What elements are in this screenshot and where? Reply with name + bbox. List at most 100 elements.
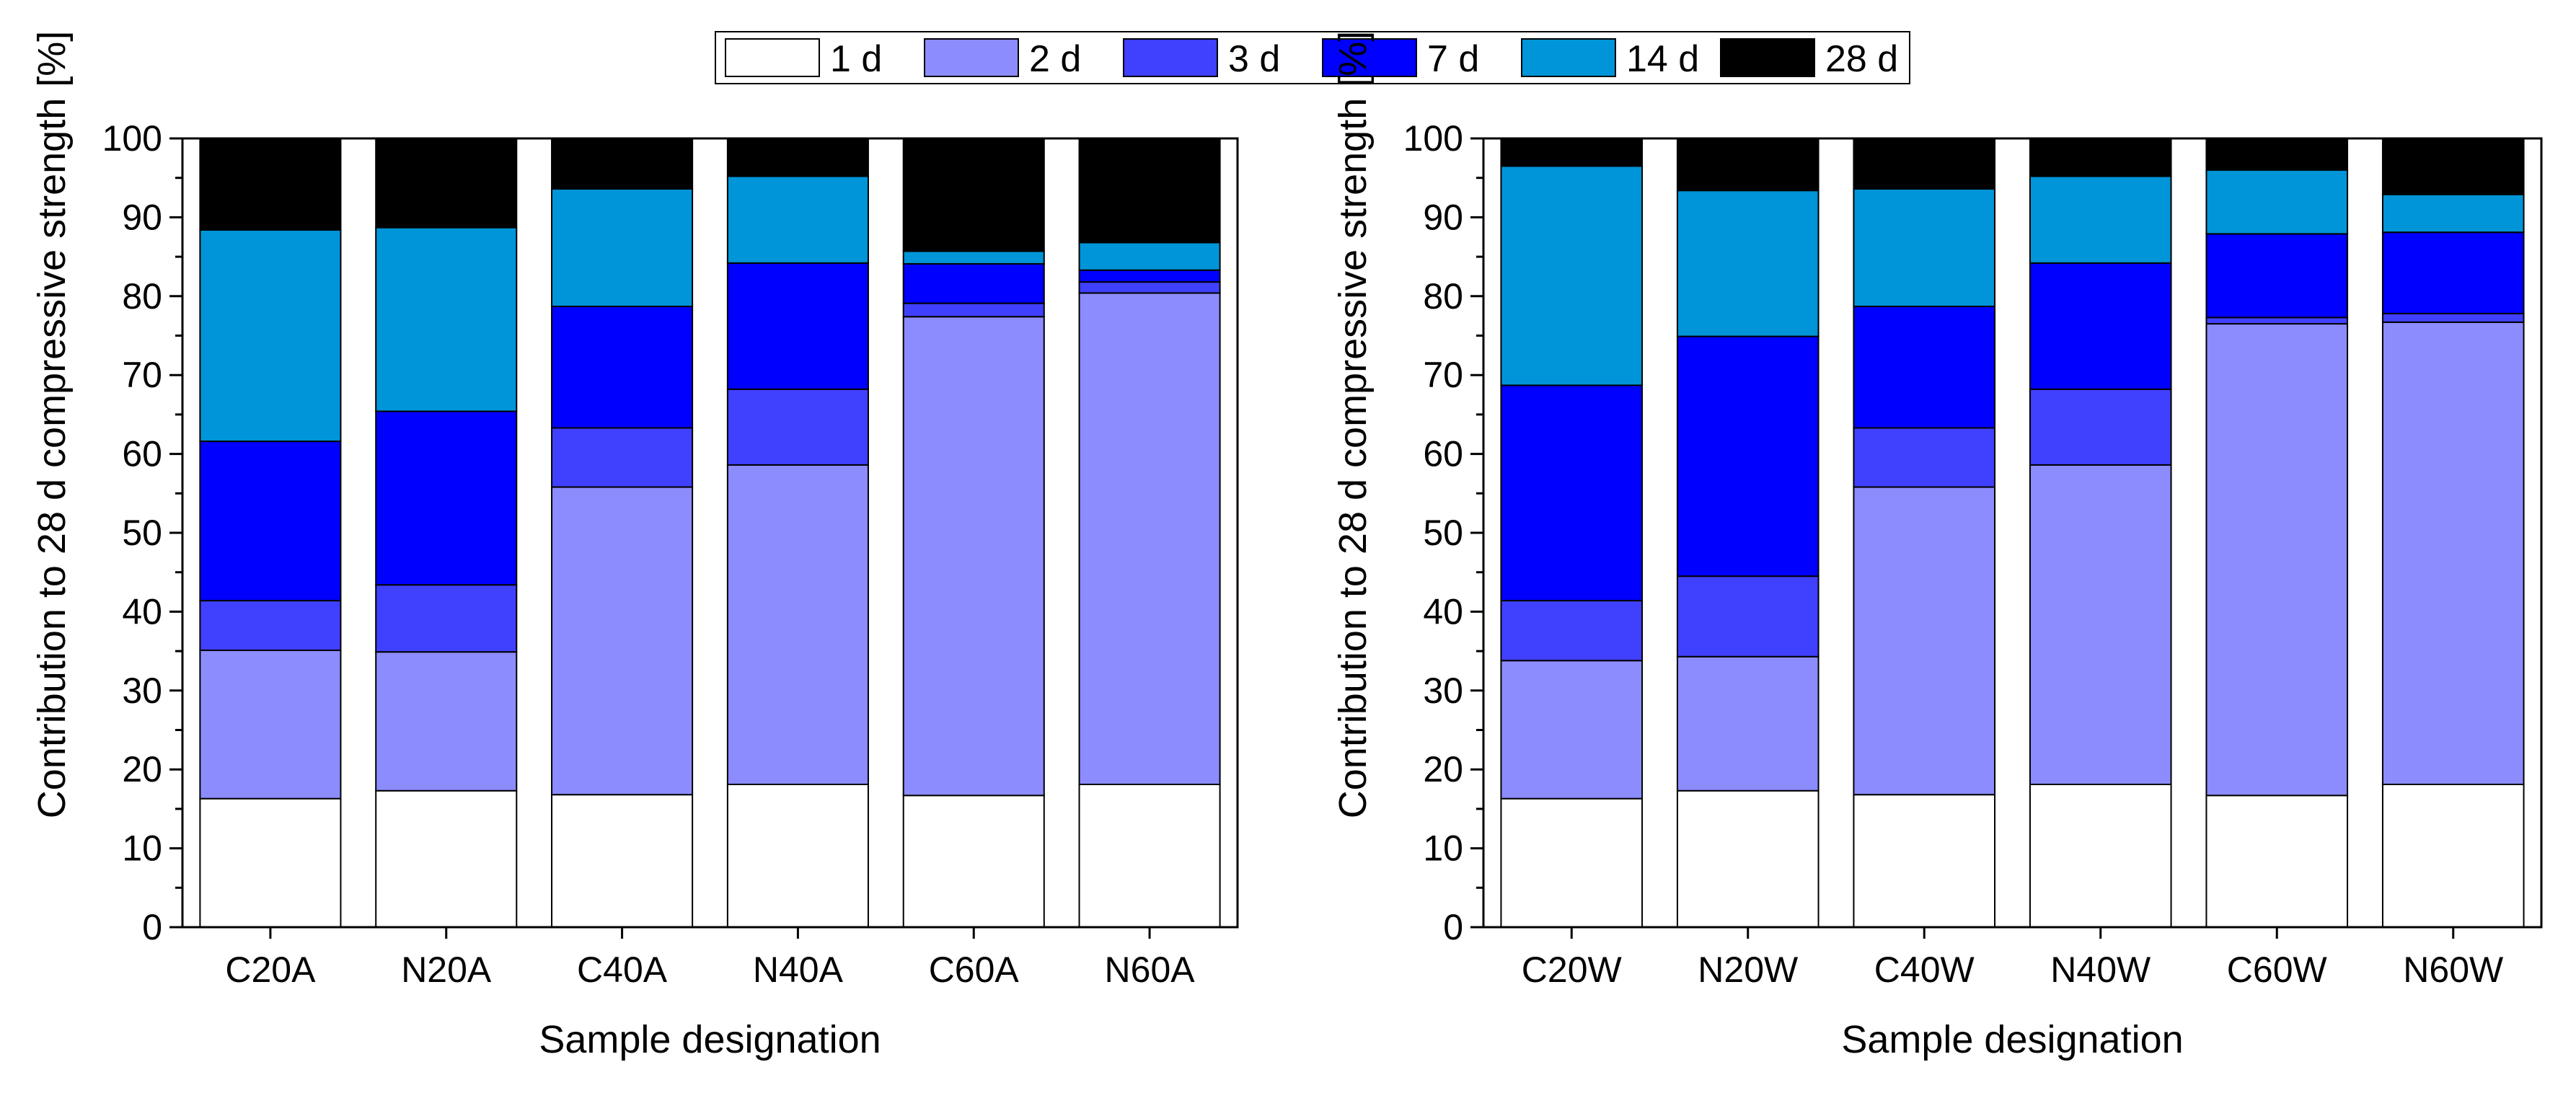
left-ytick-label-0: 0: [142, 907, 162, 947]
category-label-n60a: N60A: [1105, 950, 1196, 990]
bar-n20a-2-d: [375, 651, 518, 792]
bar-c40a-3-d: [551, 427, 694, 488]
bar-n60a-3-d: [1078, 281, 1221, 294]
legend-swatch-14-d: [1521, 38, 1616, 77]
bar-c20w-7-d: [1500, 384, 1644, 602]
bar-n20a-14-d: [375, 226, 518, 412]
bar-c40w-3-d: [1853, 427, 1996, 488]
right-ytick-label-80: 80: [1423, 276, 1463, 317]
bar-c60w-2-d: [2205, 323, 2349, 797]
left-x-axis-title: Sample designation: [539, 1018, 881, 1061]
bar-c20a-3-d: [199, 600, 342, 652]
left-y-axis-title: Contribution to 28 d compressive strengt…: [30, 31, 74, 819]
legend-label-14-d: 14 d: [1626, 38, 1699, 80]
bar-n60w-7-d: [2381, 231, 2525, 314]
legend-label-7-d: 7 d: [1427, 38, 1479, 80]
bar-c60a-28-d: [902, 138, 1045, 252]
bar-c60a-3-d: [902, 302, 1045, 318]
category-label-c60a: C60A: [929, 950, 1020, 990]
bar-c40a-1-d: [551, 794, 694, 929]
bar-c60a-2-d: [902, 316, 1045, 797]
bar-n20w-2-d: [1676, 655, 1819, 792]
right-ytick-label-70: 70: [1423, 355, 1463, 395]
right-ytick-label-60: 60: [1423, 434, 1463, 474]
bar-c40w-2-d: [1853, 486, 1996, 796]
category-label-n20a: N20A: [401, 950, 492, 990]
bar-n60a-1-d: [1078, 783, 1221, 928]
bar-n20w-7-d: [1676, 335, 1819, 578]
bar-c20a-2-d: [199, 650, 342, 800]
bar-c60w-1-d: [2205, 795, 2349, 928]
category-label-c40w: C40W: [1874, 950, 1975, 990]
left-chart-panel: 0 10 20 30 40 50 60 70 80 90 100 C20A N20A C40A N40A C6…: [30, 31, 1239, 1061]
bar-n40a-14-d: [726, 175, 869, 264]
bar-n40a-3-d: [726, 388, 869, 466]
bar-c40a-14-d: [551, 188, 694, 308]
bar-n20a-1-d: [375, 789, 518, 929]
bar-c60a-14-d: [902, 250, 1045, 265]
bar-c60w-7-d: [2205, 233, 2349, 319]
bar-n20w-1-d: [1676, 789, 1819, 929]
bar-c60a-7-d: [902, 262, 1045, 304]
legend: 1 d 2 d 3 d 7 d 14 d 28 d: [715, 31, 1910, 84]
right-ytick-label-0: 0: [1443, 907, 1463, 947]
bar-n40a-1-d: [726, 783, 869, 928]
bar-c20a-7-d: [199, 441, 342, 602]
right-ytick-label-20: 20: [1423, 749, 1463, 789]
right-ytick-label-10: 10: [1423, 828, 1463, 869]
bar-n20w-28-d: [1676, 138, 1819, 192]
bar-n20w-14-d: [1676, 190, 1819, 337]
bar-c20w-3-d: [1500, 600, 1644, 662]
bar-n40w-2-d: [2029, 464, 2172, 785]
category-label-c40a: C40A: [577, 950, 668, 990]
bar-n40w-1-d: [2029, 783, 2172, 928]
left-ytick-label-60: 60: [122, 434, 162, 474]
bar-c20a-1-d: [199, 797, 342, 928]
right-y-axis-title: Contribution to 28 d compressive strengt…: [1331, 31, 1375, 819]
bar-n40w-3-d: [2029, 388, 2172, 466]
bar-c60w-28-d: [2205, 138, 2349, 171]
legend-label-3-d: 3 d: [1228, 38, 1280, 80]
bar-c60a-1-d: [902, 795, 1045, 928]
left-ytick-label-100: 100: [102, 118, 162, 159]
bar-n60w-14-d: [2381, 193, 2525, 234]
bar-c40w-28-d: [1853, 138, 1996, 190]
bar-n20a-7-d: [375, 410, 518, 586]
category-label-c60w: C60W: [2227, 950, 2328, 990]
bar-n60w-1-d: [2381, 783, 2525, 928]
right-chart-panel: 0 10 20 30 40 50 60 70 80 90 100 C20W N20W C40W N40W C6…: [1331, 31, 2543, 1061]
legend-swatch-28-d: [1720, 38, 1815, 77]
category-label-n20w: N20W: [1698, 950, 1799, 990]
legend-label-1-d: 1 d: [830, 38, 882, 80]
bar-c60w-14-d: [2205, 169, 2349, 235]
bar-c40w-14-d: [1853, 188, 1996, 308]
bar-n60w-3-d: [2381, 312, 2525, 323]
bar-c60w-3-d: [2205, 317, 2349, 325]
bar-n20a-28-d: [375, 138, 518, 229]
bar-c40a-28-d: [551, 138, 694, 190]
legend-swatch-1-d: [725, 38, 820, 77]
left-ytick-label-30: 30: [122, 671, 162, 711]
bar-c20w-28-d: [1500, 138, 1644, 167]
legend-swatch-7-d: [1322, 38, 1417, 77]
right-ytick-label-30: 30: [1423, 671, 1463, 711]
bar-n40a-7-d: [726, 262, 869, 390]
category-label-c20w: C20W: [1522, 950, 1623, 990]
category-label-c20a: C20A: [225, 950, 316, 990]
legend-frame: [715, 31, 1910, 84]
legend-label-2-d: 2 d: [1029, 38, 1081, 80]
bar-c20w-1-d: [1500, 797, 1644, 928]
bar-c40a-2-d: [551, 486, 694, 796]
left-ytick-label-70: 70: [122, 355, 162, 395]
bar-n60w-28-d: [2381, 138, 2525, 195]
right-ytick-label-100: 100: [1403, 118, 1463, 159]
right-ytick-label-90: 90: [1423, 197, 1463, 237]
bar-c20w-14-d: [1500, 165, 1644, 386]
bar-n40w-7-d: [2029, 262, 2172, 390]
left-ytick-label-50: 50: [122, 513, 162, 553]
bar-n60a-2-d: [1078, 292, 1221, 785]
left-ytick-label-90: 90: [122, 197, 162, 237]
bar-n40w-28-d: [2029, 138, 2172, 177]
legend-label-28-d: 28 d: [1825, 38, 1898, 80]
